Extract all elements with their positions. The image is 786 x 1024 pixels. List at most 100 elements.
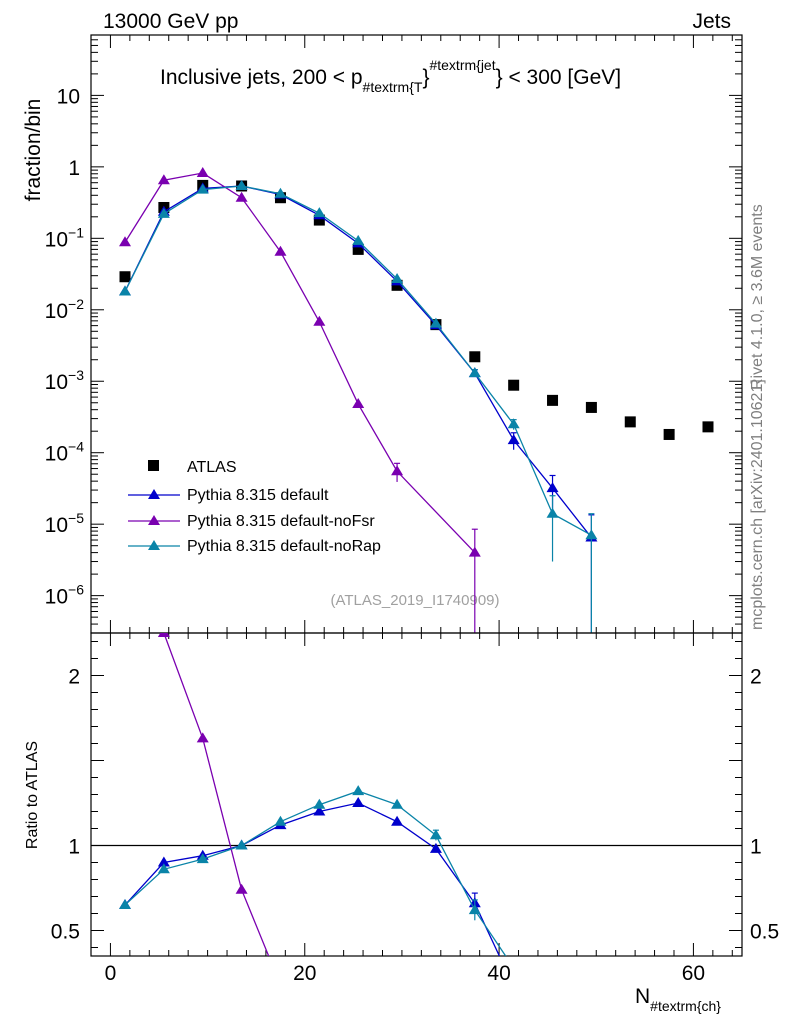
ratio-point-pythia-8-315-default-norap xyxy=(235,839,248,850)
data-point-pythia-8-315-default-nofsr xyxy=(274,245,287,256)
header-right: Jets xyxy=(692,10,731,33)
data-point-atlas xyxy=(469,351,481,363)
legend-marker-norap xyxy=(148,540,160,550)
ratio-y-tick-label-left: 2 xyxy=(68,666,80,689)
legend-label-default: Pythia 8.315 default xyxy=(187,487,329,504)
main-y-tick-exp: −6 xyxy=(68,582,84,598)
data-point-pythia-8-315-default-norap xyxy=(313,207,326,218)
main-y-tick-exp: −1 xyxy=(68,224,84,240)
data-point-pythia-8-315-default xyxy=(546,482,559,493)
data-point-pythia-8-315-default-norap xyxy=(196,183,209,194)
data-point-atlas xyxy=(585,401,597,413)
legend-marker-atlas xyxy=(148,460,159,471)
main-y-tick-base: 10 xyxy=(45,443,68,466)
title-superscript: #textrm{jet xyxy=(429,57,495,73)
data-point-pythia-8-315-default-norap xyxy=(274,187,287,198)
main-y-tick-exp: −3 xyxy=(68,367,84,383)
data-point-pythia-8-315-default-nofsr xyxy=(313,315,326,326)
side-label-rivet: Rivet 4.1.0, ≥ 3.6M events xyxy=(749,204,766,390)
data-point-atlas xyxy=(624,416,636,428)
ratio-point-pythia-8-315-default xyxy=(391,815,404,826)
data-point-pythia-8-315-default-nofsr xyxy=(235,191,248,202)
ratio-line-pythia-8-315-default-nofsr xyxy=(163,633,270,956)
main-y-tick-base: 10 xyxy=(57,85,80,108)
data-point-pythia-8-315-default-nofsr xyxy=(119,236,132,247)
x-axis-label: N#textrm{ch} xyxy=(635,985,721,1014)
main-y-tick-base: 10 xyxy=(45,300,68,323)
ratio-point-pythia-8-315-default-nofsr xyxy=(196,732,209,743)
data-point-pythia-8-315-default-nofsr xyxy=(391,465,404,476)
main-y-tick-label: 10 xyxy=(57,85,80,108)
main-y-tick-exp: −4 xyxy=(68,439,84,455)
main-y-tick-label: 10−6 xyxy=(45,582,85,609)
main-y-tick-label: 10−2 xyxy=(45,296,85,323)
data-point-atlas xyxy=(547,394,559,406)
data-point-pythia-8-315-default-norap xyxy=(352,234,365,245)
main-y-tick-base: 1 xyxy=(68,157,80,180)
data-point-atlas xyxy=(313,214,325,226)
legend-marker-nofsr xyxy=(148,515,160,525)
ratio-plot-area xyxy=(119,500,507,989)
ratio-y-tick-label-left: 0.5 xyxy=(51,921,80,944)
x-tick-label: 40 xyxy=(487,962,510,985)
data-point-pythia-8-315-default-norap xyxy=(585,529,598,540)
legend: ATLAS Pythia 8.315 default Pythia 8.315 … xyxy=(128,459,381,555)
main-y-tick-label: 1 xyxy=(68,157,80,180)
main-plot-area xyxy=(119,167,714,633)
data-point-atlas xyxy=(508,379,520,391)
legend-label-atlas: ATLAS xyxy=(187,459,237,476)
analysis-watermark: (ATLAS_2019_I1740909) xyxy=(330,592,499,609)
data-point-pythia-8-315-default-nofsr xyxy=(468,546,481,557)
ratio-point-pythia-8-315-default xyxy=(429,842,442,853)
ratio-point-pythia-8-315-default-norap xyxy=(119,899,132,909)
ratio-point-pythia-8-315-default-nofsr xyxy=(274,979,286,989)
data-point-pythia-8-315-default-nofsr xyxy=(352,398,365,409)
main-y-label: fraction/bin xyxy=(22,99,45,202)
main-y-tick-base: 10 xyxy=(45,228,68,251)
ratio-y-tick-label-right: 2 xyxy=(750,666,762,689)
main-y-tick-label: 10−4 xyxy=(45,439,85,466)
data-point-pythia-8-315-default-norap xyxy=(391,272,404,283)
ratio-point-pythia-8-315-default xyxy=(313,805,326,816)
ratio-point-pythia-8-315-default-norap xyxy=(157,863,170,874)
ratio-y-tick-label-left: 1 xyxy=(68,836,80,859)
data-point-pythia-8-315-default-norap xyxy=(429,317,442,328)
main-y-tick-label: 10−1 xyxy=(45,224,85,251)
data-point-atlas xyxy=(702,421,714,433)
ratio-point-pythia-8-315-default-nofsr xyxy=(157,633,170,637)
side-label-mcplots: mcplots.cern.ch [arXiv:2401.10621] xyxy=(749,379,766,630)
main-y-tick-base: 10 xyxy=(45,586,68,609)
ratio-line-pythia-8-315-default xyxy=(124,802,501,956)
main-y-tick-exp: −5 xyxy=(68,510,84,526)
ratio-y-tick-label-right: 1 xyxy=(750,836,762,859)
ratio-frame xyxy=(90,632,743,957)
data-point-pythia-8-315-default-norap xyxy=(468,367,481,378)
data-point-pythia-8-315-default-norap xyxy=(157,207,170,218)
ratio-point-pythia-8-315-default-norap xyxy=(313,798,326,809)
x-tick-label: 0 xyxy=(105,962,117,985)
data-point-pythia-8-315-default-nofsr xyxy=(196,167,209,178)
ratio-point-pythia-8-315-default xyxy=(352,797,365,807)
x-axis-label-main: N xyxy=(635,985,650,1008)
main-y-tick-base: 10 xyxy=(45,371,68,394)
main-y-tick-label: 10−3 xyxy=(45,367,85,394)
data-point-atlas xyxy=(663,428,675,440)
main-y-tick-base: 10 xyxy=(45,514,68,537)
ratio-point-pythia-8-315-default-norap xyxy=(274,815,287,826)
x-tick-label: 20 xyxy=(293,962,316,985)
ratio-point-pythia-8-315-default-nofsr xyxy=(235,883,248,894)
plot-title: Inclusive jets, 200 < p#textrm{T}#textrm… xyxy=(160,57,621,95)
ratio-point-pythia-8-315-default-norap xyxy=(429,829,442,840)
ratio-point-pythia-8-315-default-norap xyxy=(391,798,404,809)
data-point-atlas xyxy=(119,271,131,283)
title-end: } < 300 [GeV] xyxy=(496,66,622,89)
ratio-panel: 0 20 40 60 0.5 0.5 1 1 2 2 xyxy=(51,500,779,989)
ratio-point-pythia-8-315-default xyxy=(157,856,170,867)
ratio-point-pythia-8-315-default-norap xyxy=(196,853,209,864)
ratio-point-pythia-8-315-default-nofsr xyxy=(119,500,131,510)
main-y-tick-exp: −2 xyxy=(68,296,84,312)
data-point-pythia-8-315-default-norap xyxy=(507,418,520,429)
ratio-y-tick-label-right: 0.5 xyxy=(750,921,779,944)
header-left: 13000 GeV pp xyxy=(103,10,238,33)
